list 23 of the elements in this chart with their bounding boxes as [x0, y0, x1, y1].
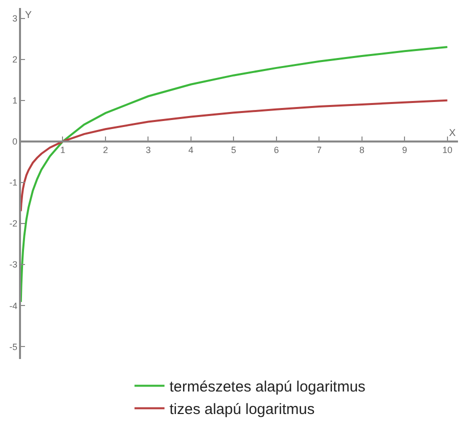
- y-tick-label: -1: [9, 178, 18, 188]
- y-tick-label: 2: [12, 54, 18, 64]
- y-tick-label: -5: [9, 342, 18, 352]
- x-tick-label: 5: [231, 144, 236, 155]
- x-axis-title: X: [449, 128, 456, 139]
- y-axis-title: Y: [25, 10, 32, 21]
- legend-label: természetes alapú logaritmus: [170, 378, 366, 396]
- x-tick-label: 2: [102, 144, 108, 155]
- y-tick-label: 0: [12, 136, 18, 147]
- x-tick-label: 1: [60, 144, 66, 155]
- x-tick-label: 4: [188, 144, 194, 155]
- x-tick-label: 6: [274, 144, 279, 155]
- y-tick-label: -4: [9, 300, 18, 311]
- x-tick-label: 8: [359, 144, 364, 155]
- legend-label: tizes alapú logaritmus: [170, 401, 315, 418]
- x-tick-label: 3: [146, 144, 151, 155]
- x-tick-label: 9: [402, 144, 408, 155]
- y-tick-label: -2: [9, 218, 18, 229]
- y-tick-label: 3: [12, 13, 18, 24]
- x-tick-label: 10: [442, 144, 452, 155]
- y-tick-label: -3: [9, 260, 18, 270]
- x-tick-label: 7: [316, 144, 322, 155]
- y-tick-label: 1: [12, 96, 18, 106]
